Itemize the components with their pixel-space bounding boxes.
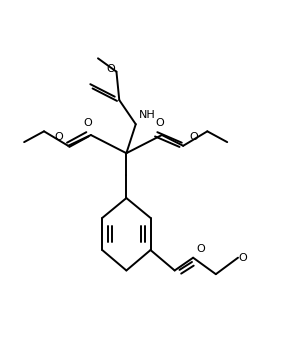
Text: O: O bbox=[84, 118, 92, 128]
Text: O: O bbox=[155, 118, 164, 128]
Text: O: O bbox=[106, 64, 115, 74]
Text: O: O bbox=[54, 132, 63, 142]
Text: O: O bbox=[197, 244, 205, 254]
Text: O: O bbox=[239, 253, 247, 263]
Text: NH: NH bbox=[139, 110, 156, 120]
Text: O: O bbox=[190, 132, 199, 142]
